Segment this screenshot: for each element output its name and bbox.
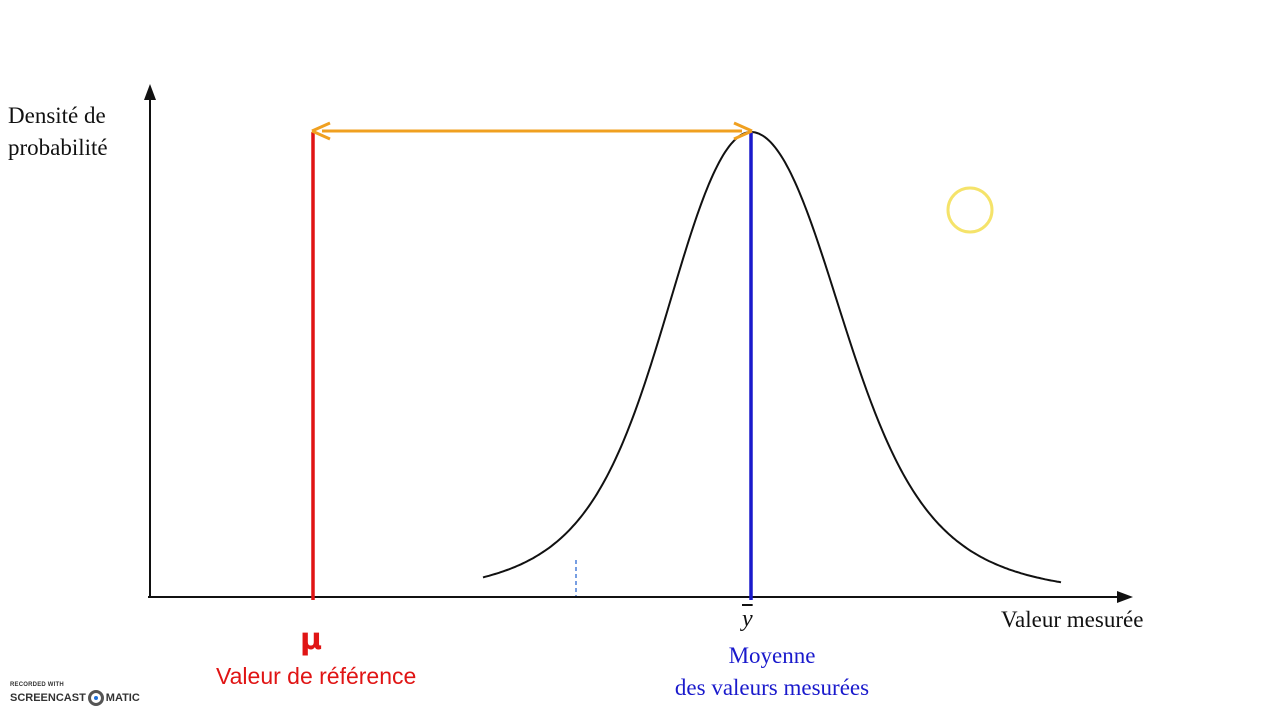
bias-arrowhead-left: [311, 121, 331, 141]
bias-arrowhead-right: [733, 121, 753, 141]
watermark-line2: SCREENCAST MATIC: [10, 690, 140, 706]
cursor-highlight-icon: [946, 186, 994, 234]
x-axis-label: Valeur mesurée: [1001, 607, 1144, 632]
watermark-line1: RECORDED WITH: [10, 682, 64, 688]
record-logo-icon: [87, 690, 104, 706]
y-axis-arrowhead: [144, 84, 156, 100]
y-axis-label-line2: probabilité: [8, 135, 108, 160]
y-axis-label: Densité de probabilité: [8, 100, 108, 164]
watermark-right-text: MATIC: [105, 692, 140, 704]
reference-symbol: μ: [300, 622, 323, 657]
mean-caption-line2: des valeurs mesurées: [674, 675, 870, 700]
screencast-watermark: RECORDED WITH SCREENCAST MATIC: [10, 682, 140, 706]
watermark-left-text: SCREENCAST: [10, 692, 86, 704]
y-axis-label-line1: Densité de: [8, 103, 106, 128]
reference-caption: Valeur de référence: [216, 663, 417, 689]
mean-symbol: y: [742, 606, 753, 632]
mean-caption: Moyenne des valeurs mesurées: [652, 640, 892, 704]
probability-density-curve: [482, 130, 1062, 584]
mean-caption-line1: Moyenne: [728, 643, 816, 668]
x-axis-arrowhead: [1117, 591, 1133, 603]
